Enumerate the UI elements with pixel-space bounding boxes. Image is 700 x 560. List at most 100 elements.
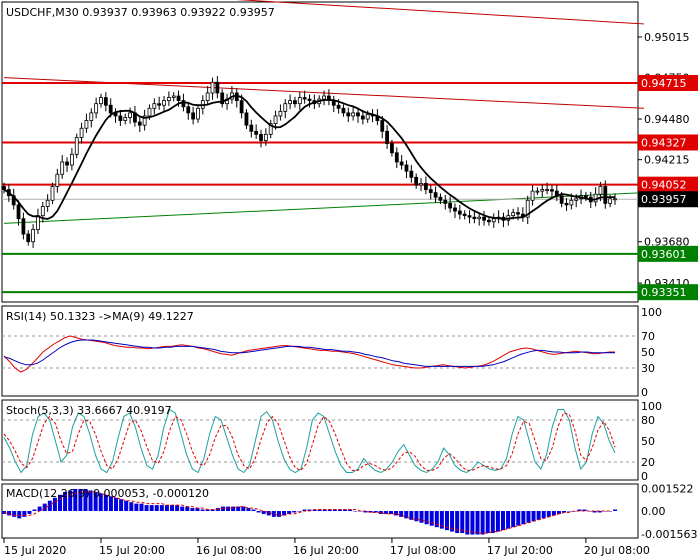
candle-body <box>462 213 467 217</box>
candle-body <box>409 170 414 178</box>
x-tick-label: 17 Jul 20:00 <box>487 544 553 557</box>
macd-histogram-bar <box>521 511 526 525</box>
macd-histogram-bar <box>246 508 251 511</box>
candle-body <box>84 120 89 129</box>
macd-histogram-bar <box>83 488 88 511</box>
macd-histogram-bar <box>2 511 6 514</box>
osc-y-tick-label: 100 <box>641 400 662 413</box>
osc-y-tick-label: 20 <box>641 456 655 469</box>
macd-histogram-bar <box>312 509 317 511</box>
stoch-label: Stoch(5,3,3) 33.6667 40.9197 <box>6 404 172 417</box>
macd-histogram-bar <box>363 511 368 513</box>
macd-histogram-bar <box>164 505 169 511</box>
macd-histogram-bar <box>7 511 12 516</box>
macd-histogram-bar <box>12 511 17 517</box>
macd-histogram-bar <box>159 505 164 511</box>
osc-y-tick-label: 70 <box>641 330 655 343</box>
macd-histogram-bar <box>378 511 383 514</box>
candle-body <box>307 98 312 102</box>
candle-body <box>166 97 171 102</box>
candle-body <box>584 195 588 198</box>
candle-body <box>55 173 60 187</box>
price-panel-frame <box>1 1 639 303</box>
candle-body <box>467 215 472 218</box>
candle-body <box>491 218 496 223</box>
x-tick-label: 15 Jul 2020 <box>4 544 66 557</box>
macd-histogram-bar <box>516 511 521 526</box>
macd-histogram-bar <box>597 511 602 513</box>
osc-y-tick-label: 50 <box>641 346 655 359</box>
macd-histogram-bar <box>511 511 516 528</box>
trend-line <box>3 192 645 224</box>
macd-histogram-bar <box>27 511 32 514</box>
macd-histogram-bar <box>175 505 180 511</box>
macd-histogram-bar <box>373 511 378 513</box>
candle-body <box>385 130 389 144</box>
macd-histogram-bar <box>470 511 475 535</box>
macd-histogram-bar <box>68 490 73 511</box>
candle-body <box>60 161 65 175</box>
macd-histogram-bar <box>450 511 455 532</box>
macd-histogram-bar <box>338 509 343 511</box>
candle-body <box>142 115 147 126</box>
candle-body <box>210 81 215 94</box>
candle-body <box>181 100 186 108</box>
price-y-tick-label: 0.94215 <box>644 154 690 167</box>
candle-body <box>433 192 438 198</box>
level-tag <box>638 284 698 301</box>
candle-body <box>162 100 166 106</box>
macd-histogram-bar <box>17 511 22 519</box>
candle-body <box>31 229 35 243</box>
macd-histogram-bar <box>475 511 480 535</box>
candle-body <box>530 190 535 201</box>
price-y-tick-label: 0.94480 <box>644 113 690 126</box>
candle-body <box>302 97 307 100</box>
candle-body <box>394 152 399 163</box>
level-tag-label: 0.93351 <box>641 286 687 299</box>
macd-histogram-bar <box>582 509 587 511</box>
macd-histogram-bar <box>271 511 276 517</box>
rsi-panel: 100 70 50 30 0 <box>2 306 662 399</box>
candle-body <box>380 120 385 132</box>
price-panel: 0.950150.947500.944800.942150.939450.936… <box>2 0 698 301</box>
candle-body <box>45 199 50 207</box>
macd-y-tick-label: -0.001563 <box>641 528 697 541</box>
macd-histogram-bar <box>460 511 465 534</box>
macd-histogram-bar <box>226 506 231 511</box>
macd-histogram-bar <box>383 511 388 514</box>
candle-body <box>50 186 55 201</box>
macd-histogram-bar <box>22 511 27 517</box>
macd-y-tick-label: 0.001522 <box>641 483 694 496</box>
macd-histogram-bar <box>261 511 266 514</box>
macd-histogram-bar <box>154 505 159 511</box>
level-tag <box>638 74 698 91</box>
current-price-label: 0.93957 <box>641 193 687 206</box>
candle-body <box>419 183 423 186</box>
macd-histogram-bar <box>114 497 119 511</box>
candle-body <box>293 100 297 105</box>
candle-body <box>244 112 249 126</box>
macd-histogram-bar <box>180 506 185 511</box>
macd-signal-line <box>3 491 610 534</box>
candle-body <box>94 103 99 114</box>
macd-histogram-bar <box>256 511 261 513</box>
macd-histogram-bar <box>506 511 511 529</box>
macd-histogram-bar <box>205 509 210 511</box>
candle-body <box>453 207 457 212</box>
candle-body <box>516 212 520 215</box>
macd-histogram-bar <box>78 488 83 511</box>
candle-body <box>390 143 394 154</box>
candle-body <box>220 92 225 105</box>
candle-body <box>176 95 181 102</box>
candle-body <box>89 112 94 121</box>
candle-body <box>399 161 404 166</box>
macd-histogram-bar <box>368 511 373 513</box>
candle-body <box>540 189 545 192</box>
macd-histogram-bar <box>266 511 271 516</box>
candle-body <box>254 130 259 135</box>
macd-histogram-bar <box>93 491 98 511</box>
candle-body <box>205 92 210 102</box>
candle-body <box>152 103 157 109</box>
